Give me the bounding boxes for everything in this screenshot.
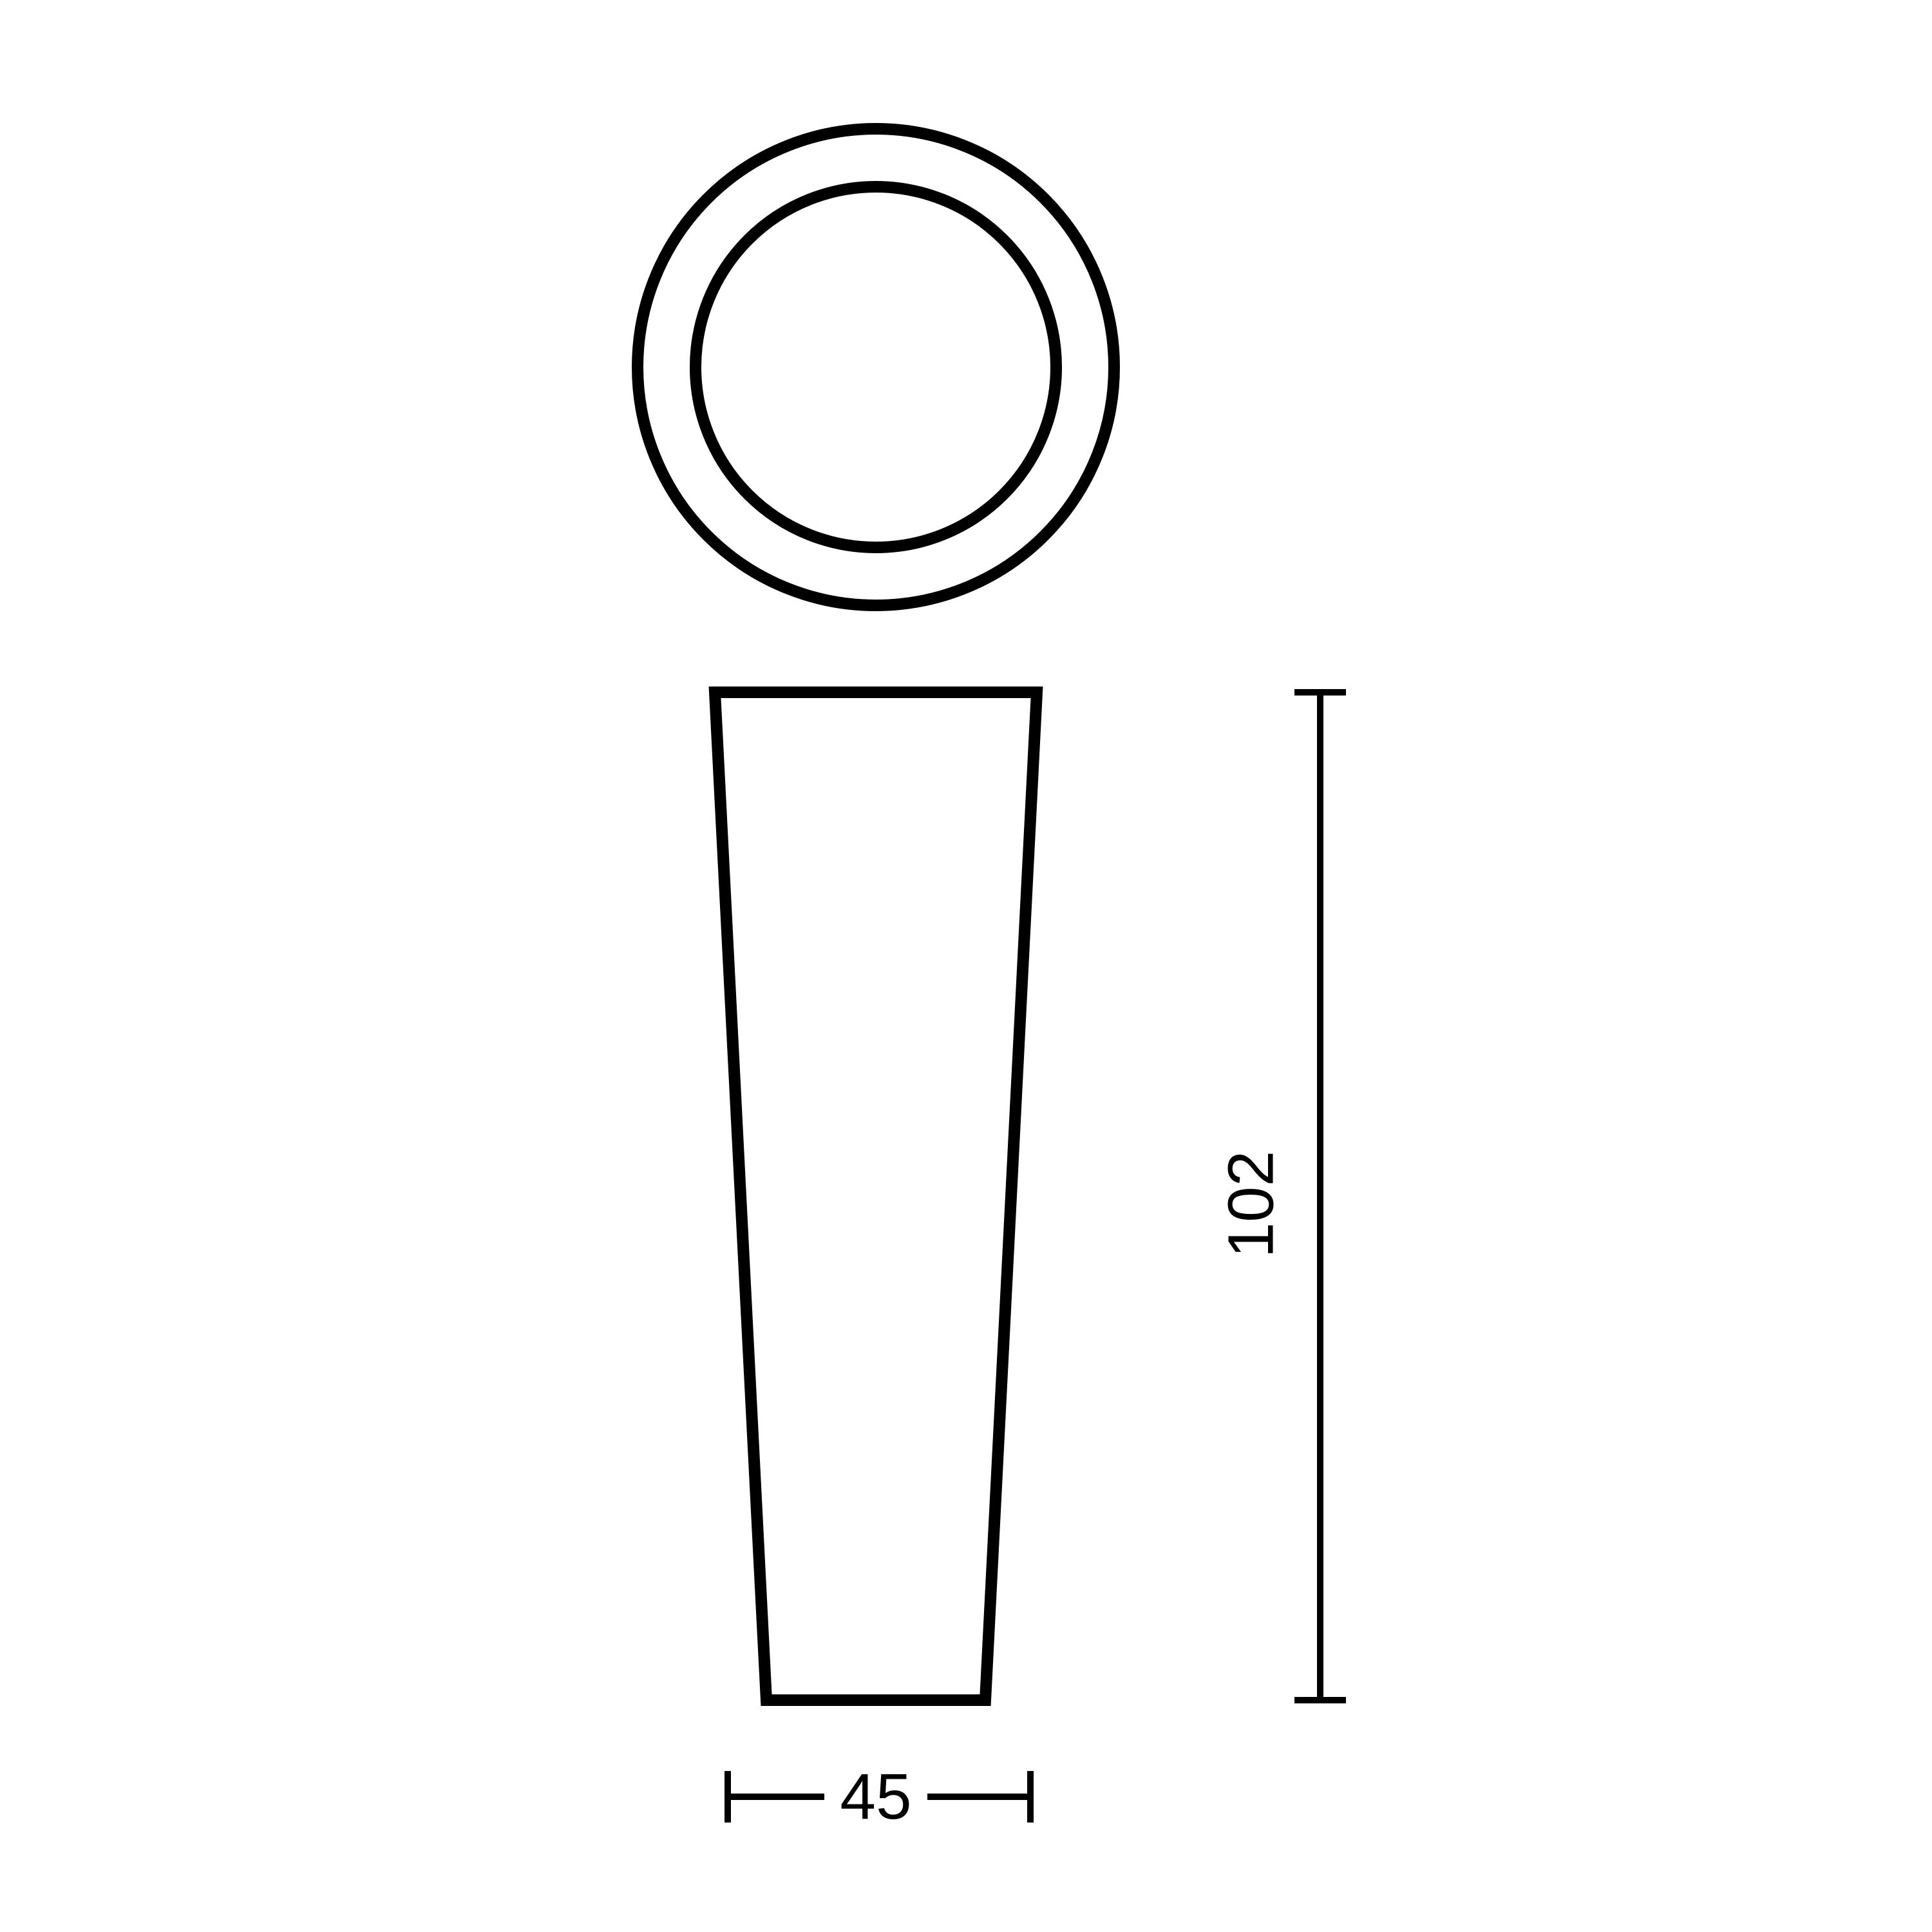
technical-drawing: 102 45: [0, 0, 1932, 1932]
dimension-height-label: 102: [1215, 1151, 1287, 1258]
dimension-width-label: 45: [840, 1761, 911, 1833]
